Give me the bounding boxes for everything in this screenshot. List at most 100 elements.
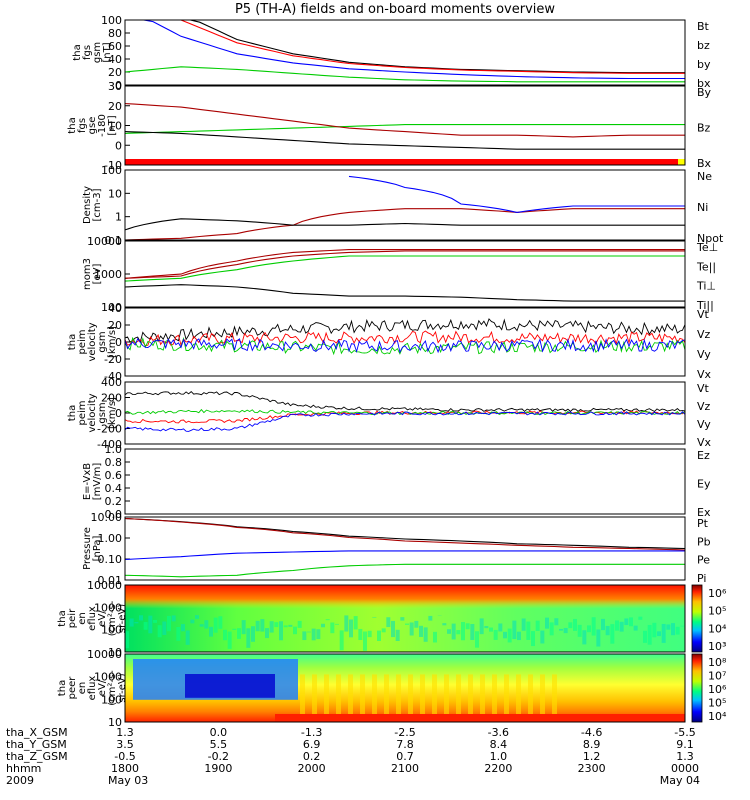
y-tick-label: 1 — [115, 211, 122, 224]
series-line-Vz — [124, 410, 686, 424]
legend-label: Vt — [697, 382, 710, 395]
footer-label: hhmm — [6, 762, 41, 775]
panel-frame — [124, 169, 686, 241]
legend-label: Te|| — [696, 260, 716, 273]
spectrogram-streak — [643, 630, 647, 643]
spectrogram-streak — [451, 623, 456, 640]
y-tick-label: 10.00 — [91, 511, 123, 524]
spectrogram-streak — [381, 628, 386, 633]
spectrogram-streak — [321, 623, 325, 628]
y-tick-label: 0.1 — [105, 234, 123, 247]
footer-value: 1.3 — [676, 750, 694, 763]
ylabel-line: gsm — [97, 402, 108, 423]
spectrogram-streak — [223, 629, 227, 641]
legend-label: Bt — [697, 20, 710, 33]
spectrogram-streak — [336, 674, 341, 716]
spectrogram-streak — [269, 621, 274, 633]
legend-label: Vy — [697, 418, 711, 431]
legend-label: bz — [697, 39, 710, 52]
spectrogram-streak — [213, 617, 218, 633]
spectrogram-streak — [540, 674, 545, 716]
spectrogram-streak — [568, 622, 573, 629]
ylabel-line: [nT] — [102, 42, 113, 62]
series-line-Ti⊥ — [124, 250, 685, 279]
panel-p7: E=-VxB[mV/m]1.00.80.60.40.20.0 Ez Ey Ex — [82, 443, 711, 521]
footer-value: -0.2 — [208, 750, 229, 763]
spectrogram-streak — [143, 622, 148, 630]
panel-frame — [124, 85, 686, 166]
spectrogram-streak — [591, 617, 596, 636]
ylabel-line: peim — [77, 400, 88, 425]
panel-frame — [124, 448, 686, 515]
spectrogram-streak — [468, 674, 473, 716]
legend-label: Te⊥ — [696, 241, 718, 254]
spectrogram-streak — [414, 620, 419, 628]
y-tick-label: 0 — [115, 407, 122, 420]
y-tick-label: 10 — [108, 716, 122, 729]
spectrogram-streak — [610, 624, 615, 644]
spectrogram-streak — [629, 617, 633, 627]
ylabel-line: velocity — [87, 322, 98, 361]
y-tick-label: 40 — [108, 53, 122, 66]
y-tick-label: 10 — [108, 120, 122, 133]
y-tick-label: 0 — [115, 139, 122, 152]
ylabel-line: sr-eV) — [117, 673, 128, 702]
footer-value: -3.6 — [488, 726, 509, 739]
panel-frame — [124, 240, 686, 308]
spectrogram-streak — [372, 674, 377, 716]
spectrogram-streak — [492, 674, 497, 716]
ylabel-line: eV/ — [97, 679, 108, 696]
spectrogram-streak — [512, 620, 517, 640]
spectrogram-streak — [293, 626, 297, 635]
ylabel-line: mom3 — [82, 258, 93, 290]
spectrogram-streak — [563, 627, 568, 634]
spectrogram-streak — [190, 619, 195, 624]
spectrogram-streak — [666, 624, 671, 630]
spectrogram-streak — [134, 622, 139, 624]
spectrogram-streak — [311, 628, 316, 641]
spectrogram-streak — [316, 629, 321, 640]
spectrogram-streak — [162, 621, 167, 635]
spectrogram-streak — [353, 616, 358, 630]
spectrogram-streak — [400, 617, 405, 621]
spectrogram-streak — [573, 618, 577, 631]
spectrogram-streak — [153, 619, 157, 623]
footer-value: 0.7 — [396, 750, 414, 763]
spectrogram-streak — [157, 625, 162, 638]
y-tick-label: 0.8 — [105, 456, 123, 469]
footer-value: May 04 — [660, 774, 700, 787]
series-line-Bt — [125, 19, 685, 74]
footer-value: -2.5 — [394, 726, 415, 739]
y-tick-label: 1000 — [94, 601, 122, 614]
spectrogram-streak — [377, 630, 381, 642]
spectrogram-streak — [596, 629, 601, 647]
y-tick-label: 100 — [101, 693, 122, 706]
footer-value: 3.5 — [116, 738, 134, 751]
series-line-Ti|| — [124, 255, 685, 282]
ylabel-line: tha — [57, 680, 68, 696]
spectrogram-streak — [531, 631, 535, 647]
panel-frame — [124, 307, 686, 377]
panel-ylabel: thapeimvelocitygsm[km/s] — [67, 393, 118, 432]
spectrogram-streak — [516, 674, 521, 716]
spectrogram-streak — [232, 628, 237, 630]
series-line-Bx — [124, 131, 685, 150]
footer-value: -0.5 — [114, 750, 135, 763]
legend-label: Npot — [697, 232, 724, 245]
spectrogram-streak — [274, 622, 279, 628]
spectrogram-streak — [456, 630, 461, 635]
spectrogram-streak — [395, 629, 400, 642]
ylabel-line: [km/s] — [107, 397, 118, 429]
spectrogram-streak — [420, 674, 425, 716]
legend-label: Ne — [697, 170, 712, 183]
colorbar-label: 10³ — [708, 640, 726, 653]
y-tick-label: 40 — [108, 302, 122, 315]
spectrogram-streak — [185, 630, 190, 645]
footer-value: 1800 — [111, 762, 139, 775]
y-tick-label: -20 — [104, 353, 122, 366]
y-tick-label: 0 — [115, 336, 122, 349]
spectrogram-streak — [484, 626, 489, 629]
flag-bar — [125, 159, 685, 165]
series-line-bz — [125, 19, 685, 74]
y-tick-label: 100 — [101, 301, 122, 314]
